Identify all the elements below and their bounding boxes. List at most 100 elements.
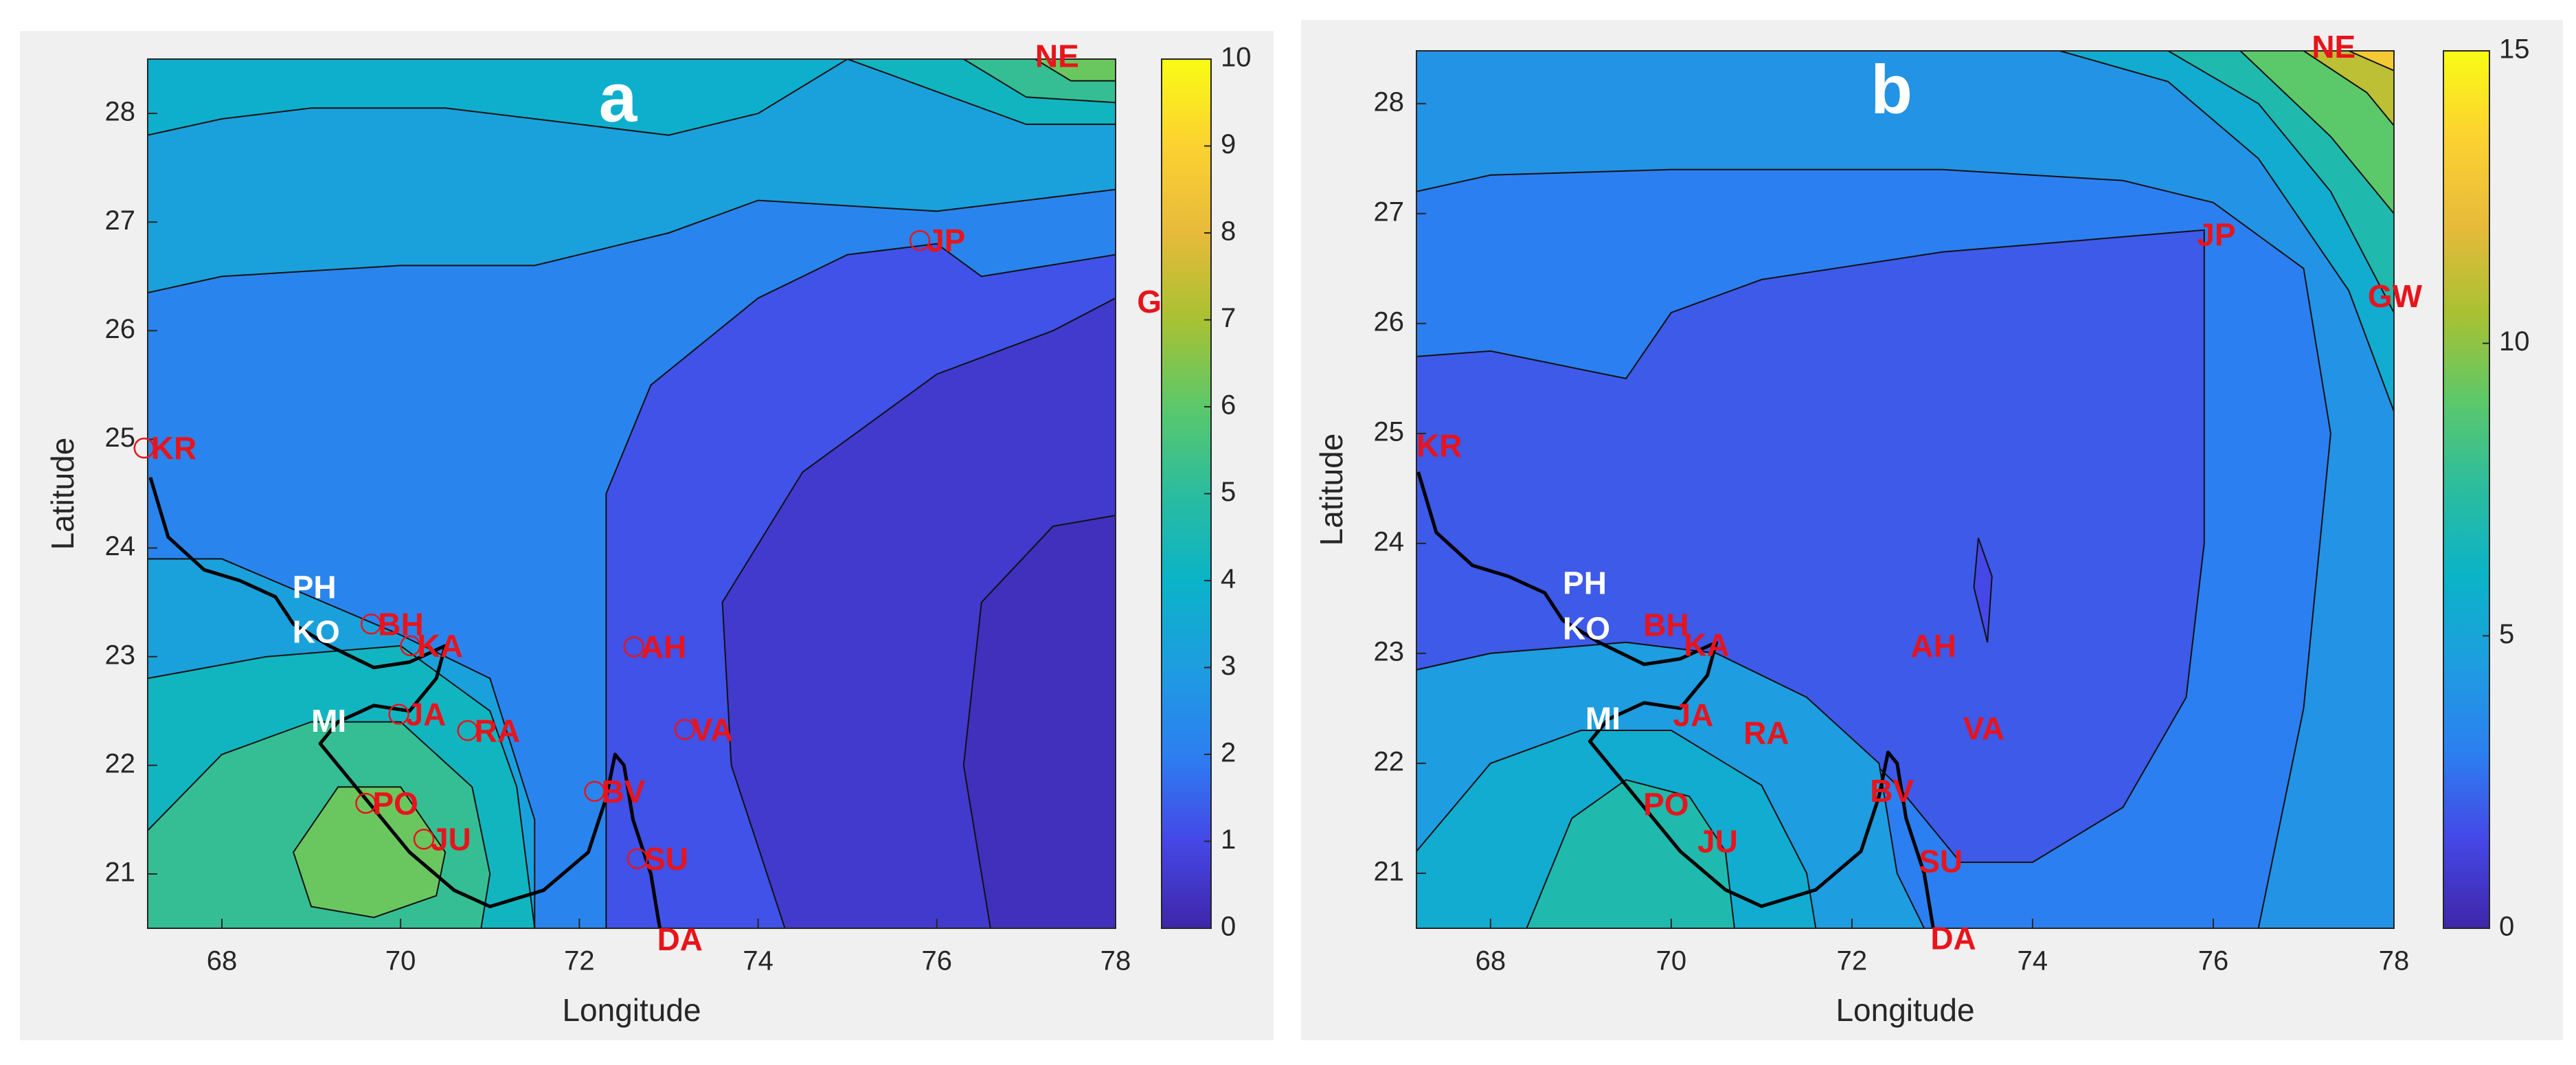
station-label: JA [1673,697,1714,733]
station-marker [361,614,382,635]
x-tick-label: 68 [1476,946,1506,976]
station-label: BV [602,774,646,809]
x-tick-label: 76 [922,946,953,976]
colorbar-tick-label: 3 [1221,651,1236,681]
colorbar-tick-label: 1 [1221,825,1236,855]
x-tick-label: 78 [1100,946,1131,976]
contour-region [148,59,849,136]
station-label: DA [1930,921,1976,956]
station-label: NE [1035,38,1079,74]
x-tick-label: 72 [564,946,595,976]
station-label: KR [1416,428,1462,464]
y-tick-label: 23 [105,640,136,670]
station-label: JA [406,697,447,732]
station-label: KA [1684,627,1729,662]
station-label: KO [293,614,340,649]
colorbar-tick-label: 6 [1221,390,1236,421]
station-label: BH [1643,607,1688,642]
panel: 68 70 72 74 76 782122232425262728LongitudeLat… [1301,20,2563,1040]
y-tick-label: 24 [105,531,136,561]
station-marker [457,719,479,741]
y-axis-label: Latitude [45,438,80,550]
station-label: JU [1697,824,1738,860]
contour-region [2239,51,2394,215]
x-tick-label: 68 [207,946,238,976]
y-tick-label: 26 [105,314,136,344]
station-marker [626,848,648,870]
contour-region [1033,59,1116,82]
station-label: GW [2368,278,2423,314]
colorbar-tick-label: 10 [1221,43,1252,73]
colorbar-tick-label: 5 [2499,619,2514,649]
station-label: SU [644,841,688,877]
colorbar-tick-label: 0 [1221,912,1236,942]
x-tick-label: 74 [2018,946,2048,976]
station-label: RA [1743,715,1789,750]
station-label: AH [1910,628,1956,664]
coastline [1416,471,1935,928]
station-label: MI [1585,701,1620,737]
station-label: VA [1963,710,2005,746]
station-label: PH [1563,565,1607,601]
station-label: PH [293,570,337,605]
y-tick-label: 25 [105,423,136,453]
contour-region [2348,51,2394,71]
panel: 68 70 72 74 76 782122232425262728LongitudeLat… [20,31,1274,1040]
x-tick-label: 70 [1656,946,1687,976]
contour-region [1973,537,1993,643]
station-label: VA [692,712,733,748]
x-tick-label: 72 [1837,946,1868,976]
colorbar-tick-label: 4 [1221,564,1236,594]
plot-area [1416,51,2394,928]
y-tick-label: 25 [1374,416,1405,447]
station-label: JP [927,223,965,258]
station-marker [623,636,645,658]
colorbar-tick-label: 7 [1221,303,1236,333]
colorbar-tick-label: 8 [1221,216,1236,247]
y-tick-label: 28 [105,97,136,127]
x-tick-label: 74 [743,946,773,976]
station-label: BH [378,606,423,642]
contour-region [1526,778,1735,928]
station-marker [355,792,376,814]
colorbar-tick-label: 9 [1221,129,1236,159]
colorbar-tick-label: 10 [2499,326,2530,357]
y-tick-label: 28 [1374,87,1405,117]
x-tick-label: 76 [2198,946,2229,976]
axes-frame [1416,50,2395,929]
y-tick-label: 21 [1374,857,1405,887]
contour-region [292,786,447,919]
y-tick-label: 27 [105,205,136,236]
station-label: G [1137,284,1162,320]
x-axis-label: Longitude [1835,992,1974,1028]
station-marker [909,229,931,251]
station-label: AH [641,629,686,665]
station-label: PO [1643,786,1688,822]
y-axis-label: Latitude [1313,434,1349,546]
y-tick-label: 26 [1374,306,1405,337]
station-label: JU [431,821,471,857]
colorbar-tick-label: 0 [2499,912,2514,942]
station-marker [674,719,696,740]
station-label: BV [1870,773,1914,809]
y-tick-label: 22 [1374,747,1405,777]
y-tick-label: 22 [105,748,136,778]
x-axis-label: Longitude [562,992,701,1028]
contour-region [2302,51,2394,127]
x-tick-label: 78 [2379,946,2410,976]
station-label: KA [417,628,462,664]
station-marker [400,635,421,657]
plot-area [148,59,1116,928]
station-marker [584,781,605,803]
station-marker [413,829,435,850]
contour-region [962,515,1116,928]
station-label: KO [1563,610,1610,646]
coastline [148,477,662,928]
station-marker [388,704,409,725]
colorbar-tick-label: 2 [1221,738,1236,768]
colorbar-tick-label: 5 [1221,477,1236,507]
colorbar [1161,58,1212,929]
axes-frame [147,58,1116,929]
station-label: DA [657,921,703,957]
